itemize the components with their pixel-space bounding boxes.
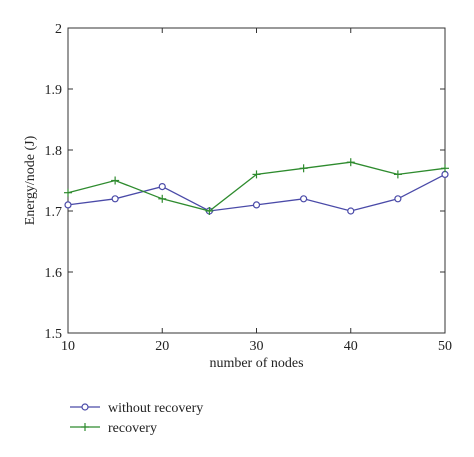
x-tick-label: 50 <box>438 339 452 354</box>
data-point-recovery <box>205 207 214 215</box>
legend-marker-recovery <box>81 423 89 431</box>
x-tick-label: 10 <box>61 339 75 354</box>
y-tick-label: 1.9 <box>45 83 63 98</box>
data-point-without-recovery <box>394 195 402 203</box>
series-layer <box>64 158 449 215</box>
data-point-without-recovery <box>64 201 72 209</box>
y-tick-label: 1.5 <box>45 327 63 342</box>
data-point-without-recovery <box>347 207 355 215</box>
x-axis-title: number of nodes <box>209 356 303 371</box>
legend-label-without-recovery: without recovery <box>108 401 203 416</box>
data-point-without-recovery <box>111 195 119 203</box>
data-point-recovery <box>252 170 261 179</box>
data-point-recovery <box>299 164 308 173</box>
data-point-recovery <box>393 170 402 179</box>
data-point-without-recovery <box>300 195 308 203</box>
y-tick-label: 2 <box>55 22 62 37</box>
y-tick-label: 1.6 <box>45 266 63 281</box>
data-point-recovery <box>111 176 120 185</box>
axes: 10 20 30 40 50 1.5 1.6 1.7 1.8 1.9 2 <box>45 22 453 354</box>
data-point-recovery <box>158 194 167 203</box>
legend-marker-without-recovery <box>81 403 89 411</box>
data-point-recovery <box>346 158 355 167</box>
plot-frame <box>67 27 446 334</box>
legend-label-recovery: recovery <box>108 421 157 436</box>
data-point-recovery <box>441 164 449 173</box>
data-point-without-recovery <box>252 201 261 209</box>
legend: without recovery recovery <box>70 401 203 436</box>
x-tick-label: 20 <box>155 339 169 354</box>
y-axis-title: Energy/node (J) <box>23 135 38 225</box>
x-tick-label: 40 <box>344 339 358 354</box>
data-point-recovery <box>64 188 72 197</box>
y-tick-label: 1.8 <box>45 144 63 159</box>
x-tick-label: 30 <box>250 339 264 354</box>
data-point-without-recovery <box>158 183 166 191</box>
y-tick-label: 1.7 <box>45 205 63 220</box>
